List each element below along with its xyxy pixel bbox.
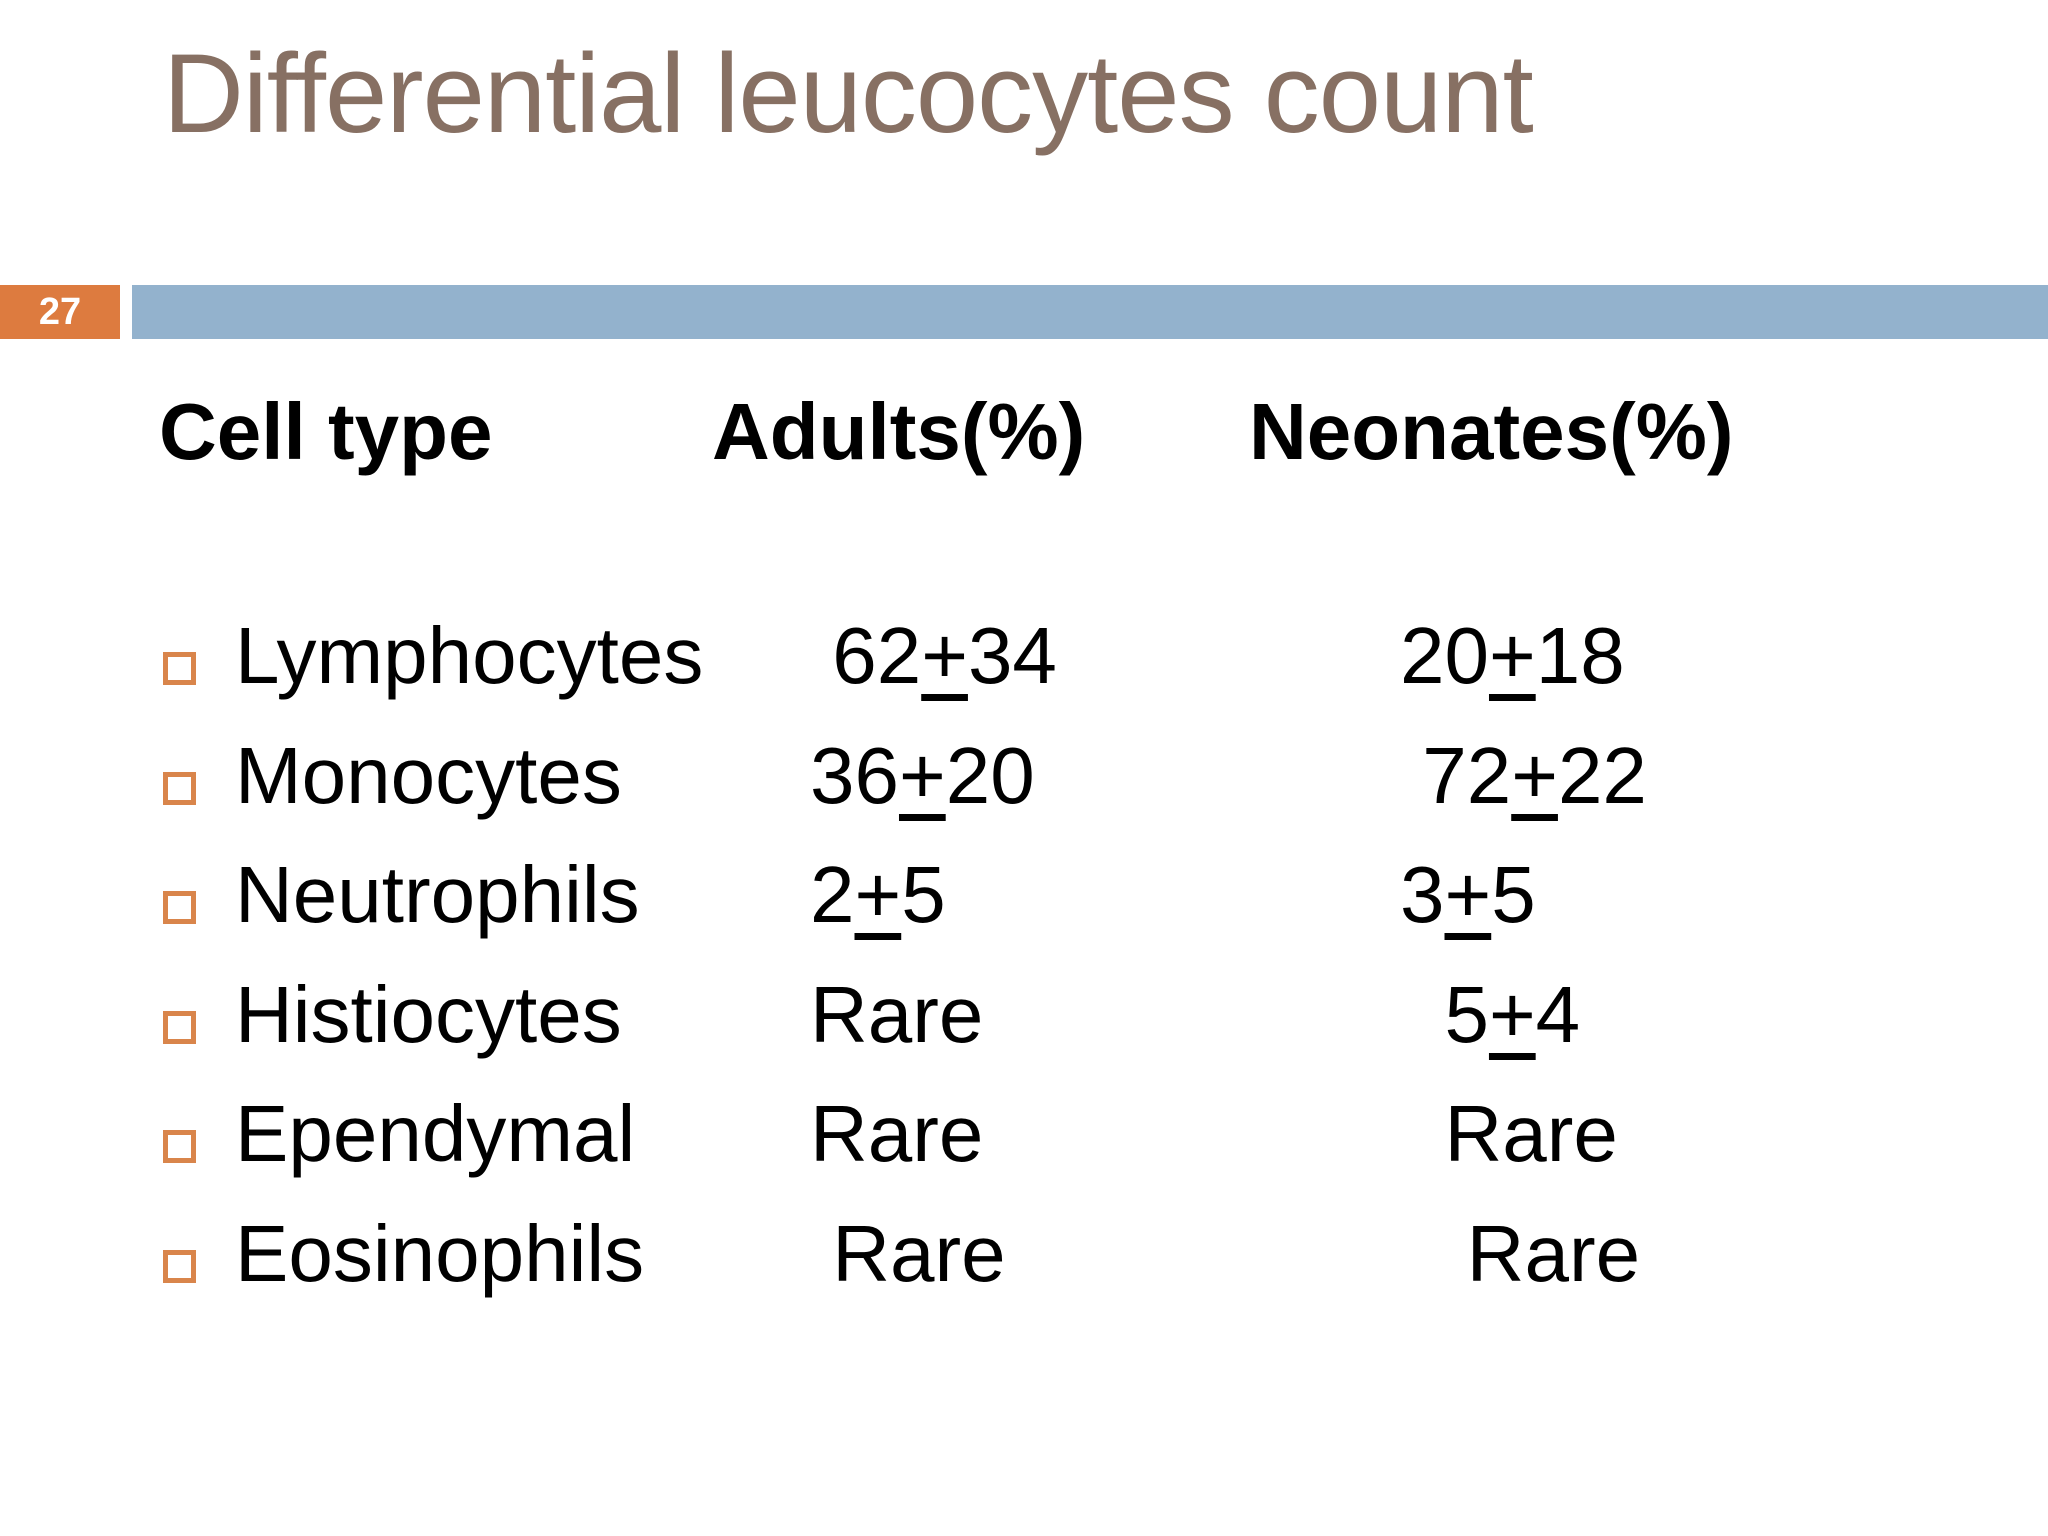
cell-type-cell: Lymphocytes bbox=[235, 611, 704, 700]
header-adults: Adults(%) bbox=[712, 387, 1086, 476]
plus-minus-sign: + bbox=[854, 850, 902, 939]
cell-type-cell: Eosinophils bbox=[235, 1209, 645, 1298]
header-accent-bar bbox=[132, 285, 2048, 339]
adults-value-cell: Rare bbox=[810, 970, 984, 1059]
plus-minus-sign: + bbox=[921, 611, 968, 700]
neonates-value-cell: 5+4 bbox=[1400, 970, 1581, 1059]
adults-value-cell: 36+20 bbox=[810, 731, 1035, 820]
slide-number-box: 27 bbox=[0, 285, 120, 339]
plus-minus-sign: + bbox=[1511, 731, 1558, 820]
square-bullet-icon bbox=[163, 891, 196, 924]
table-row: Ependymal Rare Rare bbox=[0, 1094, 2048, 1204]
table-row: Lymphocytes 62+34 20+18 bbox=[0, 616, 2048, 726]
plus-minus-sign: + bbox=[1444, 850, 1492, 939]
cell-type-cell: Histiocytes bbox=[235, 970, 622, 1059]
neonates-value-cell: 20+18 bbox=[1400, 611, 1625, 700]
adults-value-cell: Rare bbox=[810, 1209, 1006, 1298]
plus-minus-sign: + bbox=[1488, 970, 1536, 1059]
square-bullet-icon bbox=[163, 772, 196, 805]
cell-type-cell: Ependymal bbox=[235, 1089, 636, 1178]
neonates-value-cell: 3+5 bbox=[1400, 850, 1536, 939]
neonates-value-cell: 72+22 bbox=[1400, 731, 1647, 820]
plus-minus-sign: + bbox=[898, 731, 946, 820]
neonates-value-cell: Rare bbox=[1400, 1209, 1641, 1298]
header-neonates: Neonates(%) bbox=[1249, 387, 1734, 476]
cell-type-cell: Monocytes bbox=[235, 731, 622, 820]
cell-type-cell: Neutrophils bbox=[235, 850, 640, 939]
square-bullet-icon bbox=[163, 1130, 196, 1163]
square-bullet-icon bbox=[163, 1011, 196, 1044]
header-cell-type: Cell type bbox=[159, 387, 493, 476]
page-title: Differential leucocytes count bbox=[163, 31, 1534, 156]
slide-number: 27 bbox=[38, 291, 82, 333]
neonates-value-cell: Rare bbox=[1400, 1089, 1618, 1178]
table-row: Neutrophils 2+5 3+5 bbox=[0, 855, 2048, 965]
adults-value-cell: 2+5 bbox=[810, 850, 946, 939]
table-row: Eosinophils Rare Rare bbox=[0, 1214, 2048, 1324]
square-bullet-icon bbox=[163, 652, 196, 685]
table-row: Histiocytes Rare 5+4 bbox=[0, 975, 2048, 1085]
adults-value-cell: 62+34 bbox=[810, 611, 1057, 700]
table-row: Monocytes 36+20 72+22 bbox=[0, 736, 2048, 846]
plus-minus-sign: + bbox=[1488, 611, 1536, 700]
square-bullet-icon bbox=[163, 1250, 196, 1283]
adults-value-cell: Rare bbox=[810, 1089, 984, 1178]
